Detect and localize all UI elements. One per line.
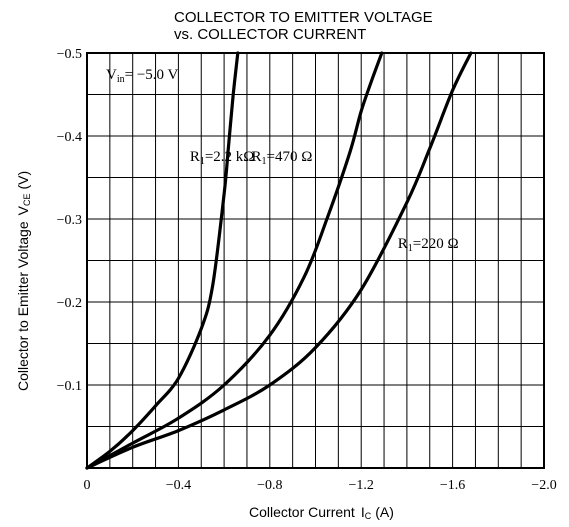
series-label-subscript: 1 [200, 156, 205, 167]
condition-subscript: in [117, 74, 125, 85]
x-axis-label-main: Collector Current [249, 504, 355, 520]
series-line-3 [85, 51, 473, 470]
x-axis-label-symbol: I [361, 504, 365, 520]
x-tick-label: −2.0 [531, 478, 556, 493]
series-label-3: R1=220 Ω [398, 236, 459, 254]
plot-frame [86, 52, 545, 469]
y-axis-label-subscript: CE [22, 194, 32, 207]
y-tick-label: −0.5 [57, 47, 82, 62]
series-label-symbol: R [398, 236, 408, 252]
condition-symbol: V [106, 67, 117, 83]
y-axis-label-main: Collector to Emitter Voltage [15, 221, 31, 391]
series-label-1: R1=2.2 kΩ [190, 149, 255, 167]
series-label-symbol: R [252, 149, 262, 165]
y-axis-label-unit: (V) [15, 171, 31, 190]
grid [87, 53, 544, 468]
series-line-2 [85, 51, 384, 470]
x-tick-label: −0.4 [166, 478, 191, 493]
series-label-symbol: R [190, 149, 200, 165]
y-tick-label: −0.2 [57, 296, 82, 311]
x-axis-label-subscript: C [365, 511, 372, 521]
y-tick-label: −0.3 [57, 213, 82, 228]
x-axis-label-unit: (A) [375, 504, 394, 520]
series-label-subscript: 1 [408, 243, 413, 254]
series-layer [85, 51, 473, 470]
x-tick-label: −1.6 [440, 478, 465, 493]
y-axis-label: Collector to Emitter Voltage VCE (V) [15, 171, 32, 391]
series-label-value: =2.2 kΩ [205, 149, 255, 165]
x-tick-label: 0 [84, 478, 91, 493]
series-label-2: R1=470 Ω [252, 149, 313, 167]
chart-title-line1: COLLECTOR TO EMITTER VOLTAGE [174, 9, 433, 26]
x-tick-label: −1.2 [348, 478, 373, 493]
series-line-1 [85, 51, 240, 470]
series-label-value: =470 Ω [267, 149, 313, 165]
x-axis-label: Collector Current IC (A) [249, 504, 394, 521]
chart-title-line2: vs. COLLECTOR CURRENT [174, 26, 366, 43]
y-tick-label: −0.4 [57, 130, 82, 145]
y-tick-label: −0.1 [57, 379, 82, 394]
x-tick-label: −0.8 [257, 478, 282, 493]
tick-labels: 0 −0.4 −0.8 −1.2 −1.6 −2.0 −0.1 −0.2 −0.3 −0.4 −0.… [57, 47, 557, 493]
condition-value: = −5.0 V [125, 67, 179, 83]
series-label-value: =220 Ω [413, 236, 459, 252]
series-label-subscript: 1 [262, 156, 267, 167]
condition-label: Vin= −5.0 V [106, 67, 179, 85]
y-axis-label-symbol: V [15, 205, 31, 215]
